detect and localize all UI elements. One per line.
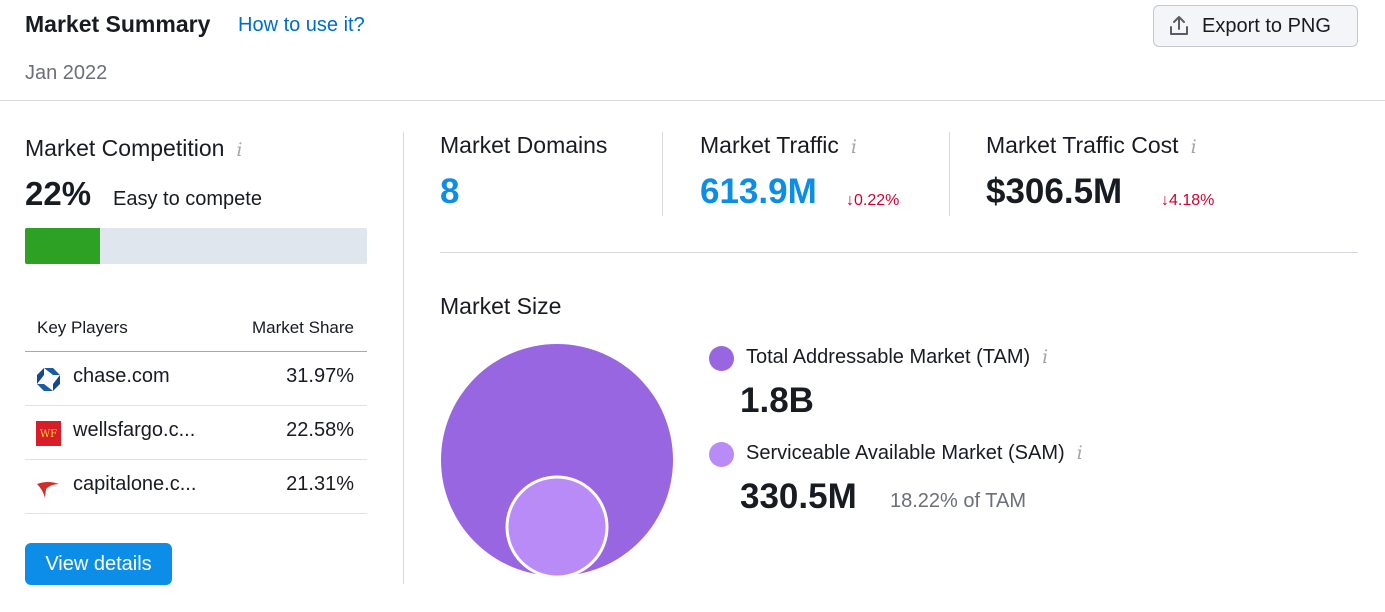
page-title: Market Summary — [25, 11, 211, 37]
market-size-title: Market Size — [440, 293, 562, 319]
info-icon[interactable]: i — [850, 136, 857, 158]
player-domain[interactable]: chase.com — [73, 365, 170, 387]
player-domain[interactable]: wellsfargo.c... — [73, 419, 196, 441]
table-row[interactable]: capitalone.c... 21.31% — [25, 460, 367, 514]
competition-bar — [25, 228, 367, 264]
key-players-header: Key Players Market Share — [25, 316, 367, 352]
market-traffic-change: ↓0.22% — [846, 192, 900, 209]
chase-logo-icon — [36, 367, 61, 392]
sam-value: 330.5M — [740, 477, 857, 516]
header: Market Summary How to use it? Jan 2022 E… — [0, 0, 1385, 101]
sam-label-row: Serviceable Available Market (SAM) i — [746, 442, 1083, 465]
player-share: 22.58% — [286, 419, 354, 441]
competition-title: Market Competition — [25, 135, 225, 161]
section-divider — [440, 252, 1358, 253]
tam-label-row: Total Addressable Market (TAM) i — [746, 346, 1048, 369]
market-traffic-cost-change: ↓4.18% — [1161, 192, 1215, 209]
col-market-share: Market Share — [251, 318, 354, 337]
market-domains-label: Market Domains — [440, 132, 608, 158]
sam-sub: 18.22% of TAM — [890, 490, 1026, 512]
market-traffic-label-row: Market Traffic i — [700, 132, 857, 159]
metric-divider — [662, 132, 663, 216]
view-details-button[interactable]: View details — [25, 543, 172, 585]
player-share: 31.97% — [286, 365, 354, 387]
wellsfargo-logo-icon: WF — [36, 421, 61, 446]
market-traffic-cost-label-row: Market Traffic Cost i — [986, 132, 1197, 159]
svg-text:WF: WF — [40, 429, 57, 440]
capitalone-logo-icon — [37, 482, 59, 498]
tam-label: Total Addressable Market (TAM) — [746, 346, 1031, 368]
player-share: 21.31% — [286, 473, 354, 495]
competition-title-row: Market Competition i — [25, 135, 243, 162]
market-domains-value[interactable]: 8 — [440, 172, 460, 211]
table-row[interactable]: chase.com 31.97% — [25, 352, 367, 406]
competition-value: 22% — [25, 175, 92, 212]
competition-label: Easy to compete — [113, 188, 262, 210]
market-size-chart — [441, 344, 673, 578]
info-icon[interactable]: i — [236, 139, 243, 161]
info-icon[interactable]: i — [1042, 346, 1049, 368]
table-row[interactable]: WF wellsfargo.c... 22.58% — [25, 406, 367, 460]
tam-circle[interactable] — [441, 344, 673, 576]
info-icon[interactable]: i — [1076, 442, 1083, 464]
report-date: Jan 2022 — [25, 62, 108, 84]
export-png-button[interactable]: Export to PNG — [1153, 5, 1358, 47]
sam-legend-dot — [709, 442, 734, 467]
market-traffic-value[interactable]: 613.9M — [700, 172, 817, 211]
col-key-players: Key Players — [37, 318, 128, 337]
info-icon[interactable]: i — [1190, 136, 1197, 158]
competition-bar-fill — [25, 228, 101, 264]
sam-label: Serviceable Available Market (SAM) — [746, 442, 1065, 464]
tam-value: 1.8B — [740, 381, 814, 420]
panel-divider — [403, 132, 404, 584]
metric-divider — [949, 132, 950, 216]
competition-panel: Market Competition i 22% Easy to compete … — [25, 101, 367, 612]
upload-icon — [1170, 16, 1188, 35]
sam-circle[interactable] — [505, 475, 609, 578]
player-domain[interactable]: capitalone.c... — [73, 473, 197, 495]
export-label: Export to PNG — [1202, 14, 1331, 37]
how-to-use-link[interactable]: How to use it? — [238, 14, 365, 36]
market-traffic-label: Market Traffic — [700, 132, 839, 158]
tam-legend-dot — [709, 346, 734, 371]
market-traffic-cost-label: Market Traffic Cost — [986, 132, 1179, 158]
market-traffic-cost-value: $306.5M — [986, 172, 1123, 211]
